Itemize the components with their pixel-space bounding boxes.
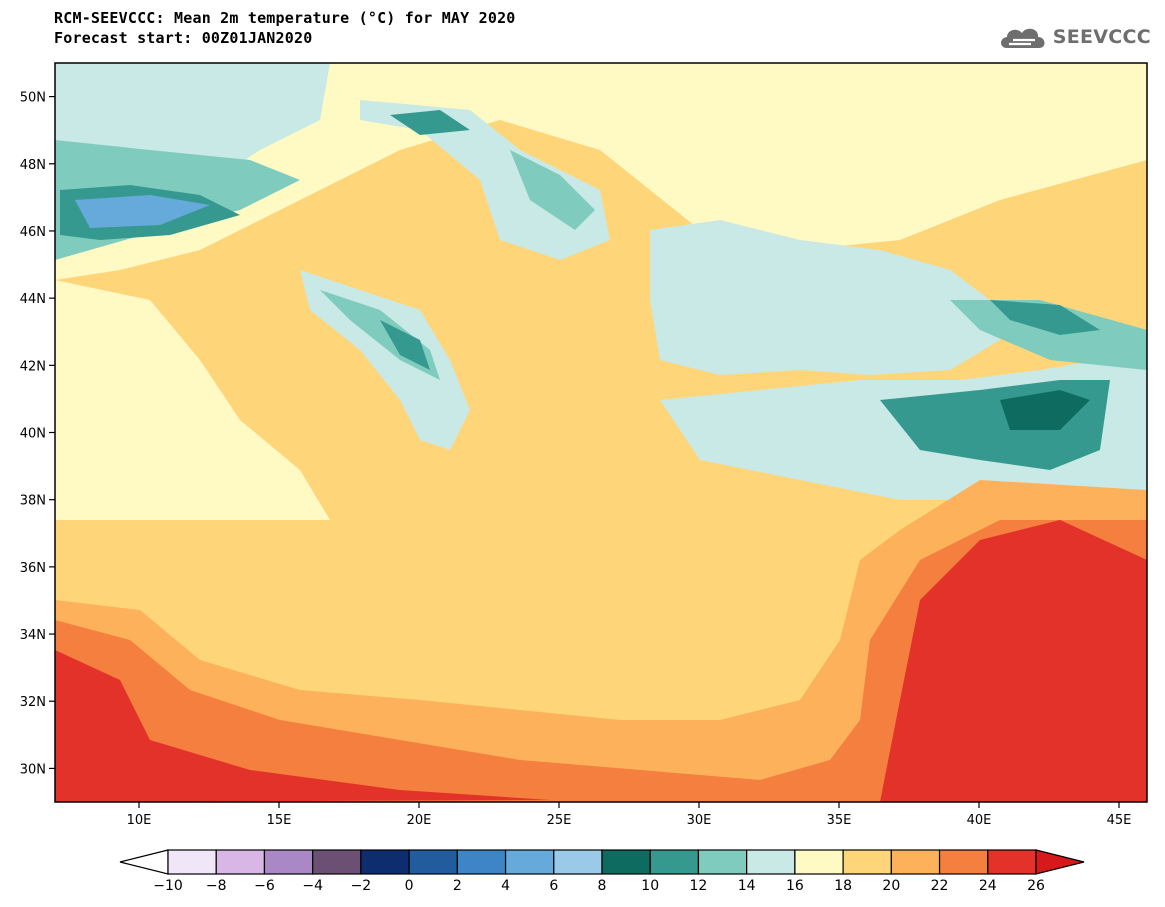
lat-tick-label: 50N	[20, 91, 46, 106]
title-line-1: RCM-SEEVCCC: Mean 2m temperature (°C) fo…	[54, 9, 516, 27]
lat-tick-label: 40N	[20, 427, 46, 442]
colorbar-swatch	[360, 849, 410, 875]
lat-tick-label: 44N	[20, 292, 46, 307]
lon-tick-label: 35E	[827, 813, 852, 828]
colorbar-label: 14	[738, 878, 756, 894]
lon-tick-label: 10E	[127, 813, 152, 828]
lat-tick-label: 34N	[20, 628, 46, 643]
colorbar-label: 22	[931, 878, 949, 894]
colorbar-label: −4	[302, 878, 323, 894]
lon-tick-label: 30E	[687, 813, 712, 828]
cloud-icon	[1000, 28, 1045, 48]
logo-text: SEEVCCC	[1052, 26, 1151, 48]
colorbar-label: −8	[206, 878, 227, 894]
colorbar-label: 0	[405, 878, 414, 894]
colorbar-label: 18	[834, 878, 852, 894]
lon-tick-label: 15E	[267, 813, 292, 828]
latitude-axis: 50N 48N 46N 44N 42N 40N 38N 36N 34N 32N 30N	[20, 91, 55, 777]
colorbar-swatch	[697, 849, 748, 875]
colorbar-under-triangle	[119, 849, 169, 875]
colorbar-swatch	[938, 849, 989, 875]
colorbar-swatch	[794, 849, 844, 875]
colorbar-swatch	[601, 849, 651, 875]
colorbar: −10 −8 −6 −4 −2 0 2 4 6 8 10 12 14 16 18 20 22 24 26	[119, 849, 1085, 894]
colorbar-swatch	[167, 849, 217, 875]
colorbar-label: 10	[641, 878, 659, 894]
colorbar-label: 26	[1027, 878, 1045, 894]
title-line-2: Forecast start: 00Z01JAN2020	[54, 29, 313, 47]
lon-tick-label: 20E	[407, 813, 432, 828]
colorbar-label: 2	[453, 878, 462, 894]
colorbar-swatch	[504, 849, 555, 875]
colorbar-swatch	[746, 849, 796, 875]
colorbar-label: 8	[598, 878, 607, 894]
colorbar-swatch	[215, 849, 266, 875]
colorbar-over-triangle	[1035, 849, 1085, 875]
colorbar-label: 20	[882, 878, 900, 894]
colorbar-label: −2	[351, 878, 372, 894]
lat-tick-label: 36N	[20, 561, 46, 576]
colorbar-label: 16	[786, 878, 804, 894]
longitude-axis: 10E 15E 20E 25E 30E 35E 40E 45E	[127, 802, 1132, 828]
seevccc-logo: SEEVCCC	[997, 22, 1151, 52]
colorbar-swatch	[890, 849, 941, 875]
colorbar-swatch	[842, 849, 892, 875]
lat-tick-label: 30N	[20, 762, 46, 777]
colorbar-label: 12	[690, 878, 708, 894]
colorbar-label: 24	[979, 878, 997, 894]
temperature-field	[55, 63, 1147, 802]
lon-tick-label: 40E	[967, 813, 992, 828]
colorbar-label: −6	[254, 878, 275, 894]
lon-tick-label: 45E	[1107, 813, 1132, 828]
lat-tick-label: 32N	[20, 695, 46, 710]
colorbar-swatch	[263, 849, 314, 875]
lat-tick-label: 38N	[20, 494, 46, 509]
colorbar-swatch	[649, 849, 700, 875]
map-title: RCM-SEEVCCC: Mean 2m temperature (°C) fo…	[54, 8, 516, 48]
lat-tick-label: 46N	[20, 225, 46, 240]
colorbar-swatch	[312, 849, 362, 875]
lat-tick-label: 48N	[20, 158, 46, 173]
colorbar-label: −10	[153, 878, 183, 894]
colorbar-swatch	[553, 849, 603, 875]
colorbar-swatch	[456, 849, 507, 875]
colorbar-label: 4	[501, 878, 510, 894]
colorbar-label: 6	[549, 878, 558, 894]
lon-tick-label: 25E	[547, 813, 572, 828]
colorbar-swatch	[987, 849, 1037, 875]
colorbar-swatch	[408, 849, 458, 875]
lat-tick-label: 42N	[20, 359, 46, 374]
